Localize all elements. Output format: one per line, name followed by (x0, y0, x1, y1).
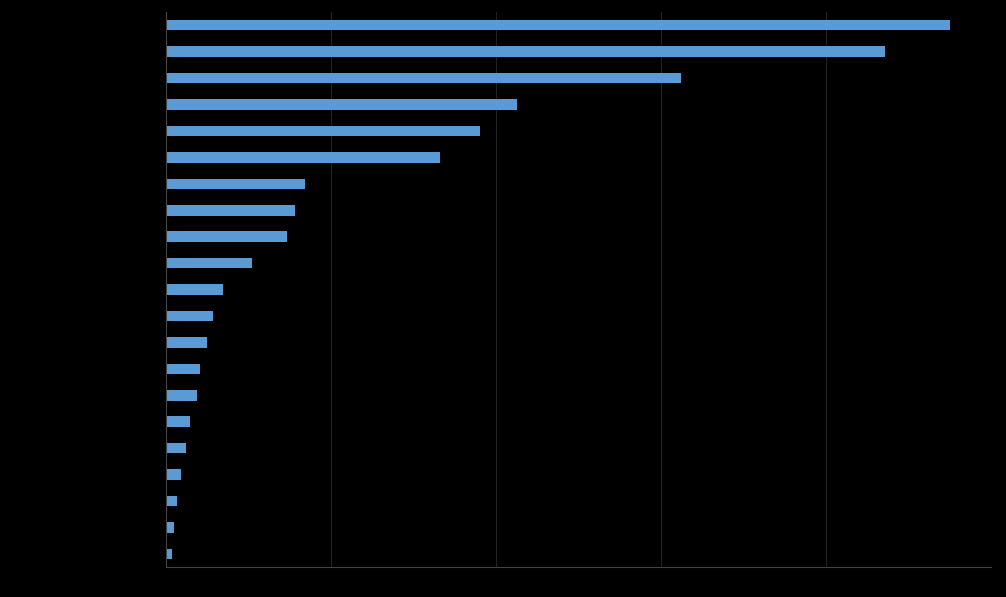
Bar (166, 364, 200, 374)
Bar (166, 47, 884, 57)
Bar (166, 99, 517, 110)
Bar (166, 125, 481, 136)
Bar (166, 179, 305, 189)
Bar (166, 152, 440, 162)
Bar (166, 73, 680, 84)
Bar (166, 310, 213, 321)
Bar (166, 284, 223, 295)
Bar (166, 443, 185, 454)
Bar (166, 417, 190, 427)
Bar (166, 549, 172, 559)
Bar (166, 258, 252, 269)
Bar (166, 20, 950, 30)
Bar (166, 390, 197, 401)
Bar (166, 232, 287, 242)
Bar (166, 469, 181, 480)
Bar (166, 522, 174, 533)
Bar (166, 337, 207, 347)
Bar (166, 496, 177, 506)
Bar (166, 205, 295, 216)
